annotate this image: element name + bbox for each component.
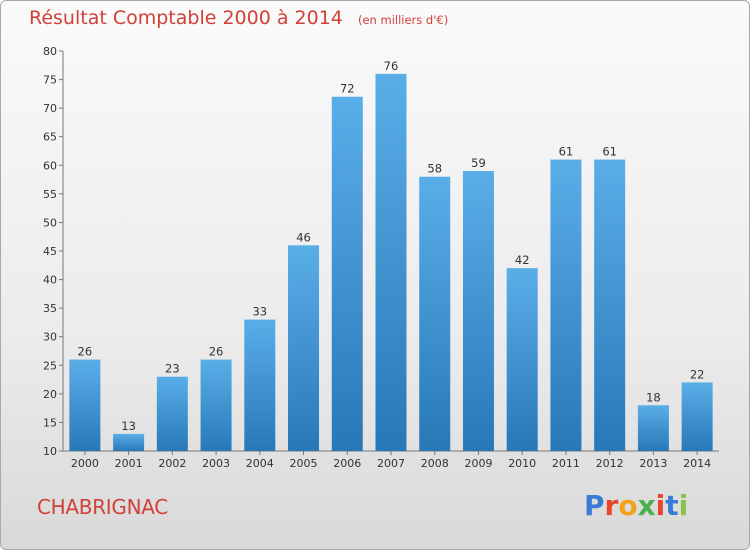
logo-letter: P [584, 489, 605, 522]
x-tick-label: 2009 [464, 457, 492, 470]
y-tick-label: 10 [43, 445, 57, 458]
y-tick-label: 15 [43, 416, 57, 429]
y-tick-label: 80 [43, 45, 57, 58]
bar [244, 319, 276, 451]
bar [419, 176, 451, 451]
bar-value-label: 42 [515, 253, 530, 267]
chart-title-unit: (en milliers d'€) [357, 13, 449, 27]
x-tick-label: 2005 [290, 457, 318, 470]
y-tick-label: 65 [43, 131, 57, 144]
y-tick-label: 50 [43, 216, 57, 229]
bar-value-label: 26 [78, 345, 93, 359]
place-name: CHABRIGNAC [37, 495, 168, 519]
bar [69, 359, 101, 451]
bar-value-label: 18 [646, 390, 661, 404]
chart-title-main: Résultat Comptable 2000 à 2014 [29, 7, 343, 29]
logo-letter: x [637, 489, 656, 522]
logo-letter: r [604, 489, 619, 522]
bar-value-label: 76 [384, 59, 399, 73]
x-tick-label: 2002 [158, 457, 186, 470]
x-tick-label: 2011 [552, 457, 580, 470]
y-tick-label: 25 [43, 359, 57, 372]
bar [375, 73, 407, 451]
bar [156, 376, 188, 451]
bar [331, 96, 363, 451]
bar-value-label: 13 [121, 419, 136, 433]
chart-bars [69, 73, 713, 452]
bar-value-label: 58 [427, 162, 442, 176]
bar-value-label: 33 [252, 305, 267, 319]
bar [550, 159, 582, 452]
bar [506, 268, 538, 451]
bar [288, 245, 320, 451]
y-tick-label: 55 [43, 188, 57, 201]
bar-value-label: 23 [165, 362, 180, 376]
bar-value-label: 61 [559, 145, 574, 159]
y-tick-label: 70 [43, 102, 57, 115]
y-tick-label: 40 [43, 274, 57, 287]
bar-value-label: 61 [602, 145, 617, 159]
x-tick-label: 2010 [508, 457, 536, 470]
y-tick-label: 30 [43, 331, 57, 344]
bar [681, 382, 713, 451]
bar-value-label: 22 [690, 367, 705, 381]
x-tick-label: 2007 [377, 457, 405, 470]
proxiti-logo: Proxiti [584, 489, 688, 522]
x-tick-label: 2008 [421, 457, 449, 470]
logo-letter: i [678, 489, 689, 522]
x-tick-label: 2000 [71, 457, 99, 470]
logo-letter: t [665, 489, 679, 522]
y-tick-label: 45 [43, 245, 57, 258]
y-tick-label: 75 [43, 74, 57, 87]
x-tick-label: 2004 [246, 457, 274, 470]
bar [594, 159, 626, 452]
bar [462, 171, 494, 451]
x-tick-label: 2012 [596, 457, 624, 470]
bar [637, 405, 669, 451]
logo-letter: i [655, 489, 666, 522]
bar-value-label: 26 [209, 345, 224, 359]
bar [113, 433, 145, 451]
y-tick-label: 35 [43, 302, 57, 315]
logo-letter: o [618, 489, 638, 522]
chart-data-labels: 26 13 23 26 33 46 72 76 58 59 42 61 61 18 22 [78, 59, 705, 433]
bar-value-label: 72 [340, 82, 355, 96]
x-tick-label: 2003 [202, 457, 230, 470]
x-tick-label: 2014 [683, 457, 711, 470]
bar [200, 359, 232, 451]
y-tick-label: 60 [43, 159, 57, 172]
x-tick-label: 2001 [115, 457, 143, 470]
y-tick-label: 20 [43, 388, 57, 401]
x-tick-label: 2006 [333, 457, 361, 470]
bar-value-label: 46 [296, 230, 311, 244]
x-tick-label: 2013 [639, 457, 667, 470]
bar-value-label: 59 [471, 156, 486, 170]
chart-title: Résultat Comptable 2000 à 2014 (en milli… [29, 7, 448, 29]
